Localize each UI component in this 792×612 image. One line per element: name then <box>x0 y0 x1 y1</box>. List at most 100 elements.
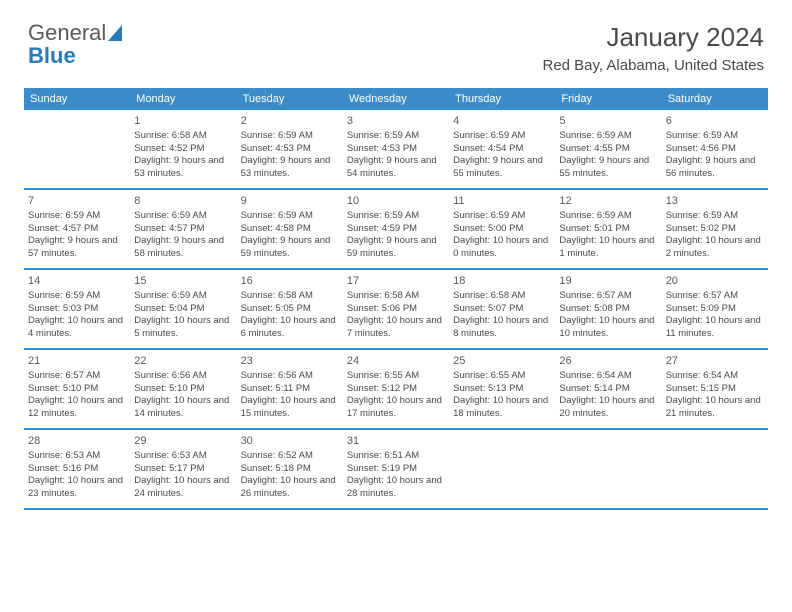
sunrise-text: Sunrise: 6:56 AM <box>134 370 232 383</box>
calendar-grid: Sunday Monday Tuesday Wednesday Thursday… <box>24 88 768 510</box>
day-number: 12 <box>559 194 657 209</box>
daylight-text: Daylight: 10 hours and 28 minutes. <box>347 475 445 501</box>
calendar-day: 14Sunrise: 6:59 AMSunset: 5:03 PMDayligh… <box>24 270 130 348</box>
daylight-text: Daylight: 9 hours and 54 minutes. <box>347 155 445 181</box>
sunset-text: Sunset: 5:08 PM <box>559 303 657 316</box>
sunrise-text: Sunrise: 6:57 AM <box>666 290 764 303</box>
sunrise-text: Sunrise: 6:58 AM <box>134 130 232 143</box>
sunset-text: Sunset: 4:53 PM <box>241 143 339 156</box>
sunset-text: Sunset: 5:05 PM <box>241 303 339 316</box>
day-number: 29 <box>134 434 232 449</box>
sunset-text: Sunset: 5:16 PM <box>28 463 126 476</box>
sunset-text: Sunset: 4:52 PM <box>134 143 232 156</box>
header-right: January 2024 Red Bay, Alabama, United St… <box>542 22 764 74</box>
sunrise-text: Sunrise: 6:57 AM <box>559 290 657 303</box>
day-number: 14 <box>28 274 126 289</box>
daylight-text: Daylight: 10 hours and 24 minutes. <box>134 475 232 501</box>
daylight-text: Daylight: 10 hours and 7 minutes. <box>347 315 445 341</box>
sunrise-text: Sunrise: 6:54 AM <box>559 370 657 383</box>
calendar-day: 13Sunrise: 6:59 AMSunset: 5:02 PMDayligh… <box>662 190 768 268</box>
calendar-day: 19Sunrise: 6:57 AMSunset: 5:08 PMDayligh… <box>555 270 661 348</box>
calendar-day: 25Sunrise: 6:55 AMSunset: 5:13 PMDayligh… <box>449 350 555 428</box>
day-number: 2 <box>241 114 339 129</box>
calendar-day: 28Sunrise: 6:53 AMSunset: 5:16 PMDayligh… <box>24 430 130 508</box>
sunrise-text: Sunrise: 6:59 AM <box>453 210 551 223</box>
calendar-day-empty <box>449 430 555 508</box>
day-header-sun: Sunday <box>24 88 130 110</box>
day-number: 13 <box>666 194 764 209</box>
day-number: 26 <box>559 354 657 369</box>
sunset-text: Sunset: 5:15 PM <box>666 383 764 396</box>
day-number: 17 <box>347 274 445 289</box>
sunrise-text: Sunrise: 6:53 AM <box>134 450 232 463</box>
sunset-text: Sunset: 4:57 PM <box>28 223 126 236</box>
day-header-thu: Thursday <box>449 88 555 110</box>
sunset-text: Sunset: 4:59 PM <box>347 223 445 236</box>
daylight-text: Daylight: 10 hours and 2 minutes. <box>666 235 764 261</box>
calendar-day: 4Sunrise: 6:59 AMSunset: 4:54 PMDaylight… <box>449 110 555 188</box>
day-number: 6 <box>666 114 764 129</box>
sunrise-text: Sunrise: 6:59 AM <box>134 290 232 303</box>
calendar-day: 12Sunrise: 6:59 AMSunset: 5:01 PMDayligh… <box>555 190 661 268</box>
calendar-day: 18Sunrise: 6:58 AMSunset: 5:07 PMDayligh… <box>449 270 555 348</box>
daylight-text: Daylight: 9 hours and 55 minutes. <box>559 155 657 181</box>
day-number: 10 <box>347 194 445 209</box>
day-header-fri: Friday <box>555 88 661 110</box>
calendar-day: 26Sunrise: 6:54 AMSunset: 5:14 PMDayligh… <box>555 350 661 428</box>
logo: General Blue <box>28 22 126 67</box>
calendar-day: 23Sunrise: 6:56 AMSunset: 5:11 PMDayligh… <box>237 350 343 428</box>
calendar-day: 7Sunrise: 6:59 AMSunset: 4:57 PMDaylight… <box>24 190 130 268</box>
sunrise-text: Sunrise: 6:56 AM <box>241 370 339 383</box>
day-number: 22 <box>134 354 232 369</box>
daylight-text: Daylight: 10 hours and 18 minutes. <box>453 395 551 421</box>
sunrise-text: Sunrise: 6:53 AM <box>28 450 126 463</box>
location-subtitle: Red Bay, Alabama, United States <box>542 57 764 74</box>
day-number: 19 <box>559 274 657 289</box>
sunset-text: Sunset: 4:55 PM <box>559 143 657 156</box>
sunrise-text: Sunrise: 6:55 AM <box>453 370 551 383</box>
calendar-day: 16Sunrise: 6:58 AMSunset: 5:05 PMDayligh… <box>237 270 343 348</box>
sunrise-text: Sunrise: 6:58 AM <box>453 290 551 303</box>
sunset-text: Sunset: 5:09 PM <box>666 303 764 316</box>
day-number: 27 <box>666 354 764 369</box>
daylight-text: Daylight: 10 hours and 12 minutes. <box>28 395 126 421</box>
calendar-day: 24Sunrise: 6:55 AMSunset: 5:12 PMDayligh… <box>343 350 449 428</box>
day-number: 23 <box>241 354 339 369</box>
day-number: 11 <box>453 194 551 209</box>
calendar-week: 14 Sunrise: 6:59 AM Sunset: 5:03 PM Dayligh… <box>24 270 768 350</box>
day-header-row: Sunday Monday Tuesday Wednesday Thursday… <box>24 88 768 110</box>
day-number: 15 <box>134 274 232 289</box>
sunset-text: Sunset: 5:10 PM <box>134 383 232 396</box>
month-title: January 2024 <box>542 22 764 53</box>
calendar-week: 1Sunrise: 6:58 AMSunset: 4:52 PMDaylight… <box>24 110 768 190</box>
sunrise-text: Sunrise: 6:59 AM <box>28 210 126 223</box>
day-number: 28 <box>28 434 126 449</box>
sunset-text: Sunset: 5:06 PM <box>347 303 445 316</box>
calendar-day: 6Sunrise: 6:59 AMSunset: 4:56 PMDaylight… <box>662 110 768 188</box>
day-number: 7 <box>28 194 126 209</box>
sunset-text: Sunset: 5:02 PM <box>666 223 764 236</box>
daylight-text: Daylight: 10 hours and 11 minutes. <box>666 315 764 341</box>
calendar-week: 28Sunrise: 6:53 AMSunset: 5:16 PMDayligh… <box>24 430 768 510</box>
sunrise-text: Sunrise: 6:52 AM <box>241 450 339 463</box>
daylight-text: Daylight: 9 hours and 57 minutes. <box>28 235 126 261</box>
calendar-day: 5Sunrise: 6:59 AMSunset: 4:55 PMDaylight… <box>555 110 661 188</box>
sunset-text: Sunset: 5:17 PM <box>134 463 232 476</box>
calendar-day: 31Sunrise: 6:51 AMSunset: 5:19 PMDayligh… <box>343 430 449 508</box>
calendar-day-empty <box>662 430 768 508</box>
logo-text-gray: General <box>28 20 106 45</box>
day-number: 3 <box>347 114 445 129</box>
daylight-text: Daylight: 10 hours and 20 minutes. <box>559 395 657 421</box>
day-number: 24 <box>347 354 445 369</box>
day-number: 31 <box>347 434 445 449</box>
daylight-text: Daylight: 10 hours and 6 minutes. <box>241 315 339 341</box>
calendar-day: 8Sunrise: 6:59 AMSunset: 4:57 PMDaylight… <box>130 190 236 268</box>
sunrise-text: Sunrise: 6:54 AM <box>666 370 764 383</box>
sunrise-text: Sunrise: 6:59 AM <box>241 130 339 143</box>
calendar-day: 2Sunrise: 6:59 AMSunset: 4:53 PMDaylight… <box>237 110 343 188</box>
sunset-text: Sunset: 4:58 PM <box>241 223 339 236</box>
calendar-day: 11Sunrise: 6:59 AMSunset: 5:00 PMDayligh… <box>449 190 555 268</box>
daylight-text: Daylight: 9 hours and 56 minutes. <box>666 155 764 181</box>
sunset-text: Sunset: 5:03 PM <box>28 303 126 316</box>
day-number: 16 <box>241 274 339 289</box>
